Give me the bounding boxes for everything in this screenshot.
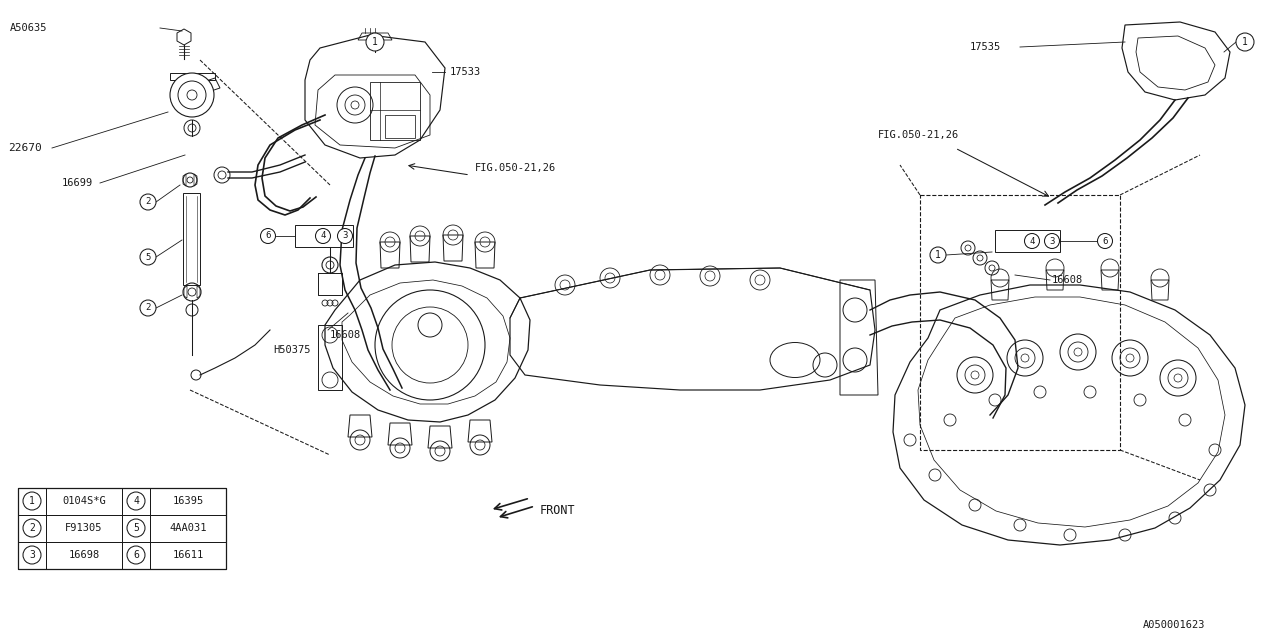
Bar — [46, 515, 122, 542]
Circle shape — [140, 194, 156, 210]
Text: 3: 3 — [29, 550, 35, 560]
Text: 2: 2 — [29, 523, 35, 533]
Text: 16698: 16698 — [68, 550, 100, 560]
Circle shape — [127, 546, 145, 564]
Bar — [995, 230, 1060, 252]
Bar — [122, 515, 150, 542]
Text: 2: 2 — [146, 303, 151, 312]
Circle shape — [140, 300, 156, 316]
Circle shape — [140, 249, 156, 265]
Text: 16608: 16608 — [1052, 275, 1083, 285]
Circle shape — [23, 519, 41, 537]
Text: F91305: F91305 — [65, 523, 102, 533]
Bar — [18, 542, 46, 569]
Circle shape — [178, 81, 206, 109]
Bar — [46, 542, 122, 569]
Text: 0104S*G: 0104S*G — [63, 496, 106, 506]
Text: 2: 2 — [146, 198, 151, 207]
Text: 1: 1 — [372, 37, 378, 47]
Bar — [122, 542, 150, 569]
Text: A050001623: A050001623 — [1143, 620, 1206, 630]
Text: 16699: 16699 — [61, 178, 93, 188]
Circle shape — [931, 247, 946, 263]
Bar — [122, 488, 150, 515]
Text: 1: 1 — [1242, 37, 1248, 47]
Bar — [150, 488, 227, 515]
Text: 4: 4 — [1029, 237, 1034, 246]
Circle shape — [1024, 234, 1039, 248]
Text: 17533: 17533 — [451, 67, 481, 77]
Text: 6: 6 — [133, 550, 140, 560]
Circle shape — [187, 90, 197, 100]
Circle shape — [1097, 234, 1112, 248]
Circle shape — [1044, 234, 1060, 248]
Circle shape — [23, 492, 41, 510]
Text: 16611: 16611 — [173, 550, 204, 560]
Text: 17535: 17535 — [970, 42, 1001, 52]
Circle shape — [1236, 33, 1254, 51]
Bar — [150, 515, 227, 542]
Bar — [150, 542, 227, 569]
Bar — [18, 488, 227, 569]
Circle shape — [23, 546, 41, 564]
Text: 22670: 22670 — [8, 143, 42, 153]
Text: FRONT: FRONT — [540, 504, 576, 516]
Text: H50375: H50375 — [273, 345, 311, 355]
Ellipse shape — [771, 342, 820, 378]
Text: 6: 6 — [265, 232, 270, 241]
Text: 4AA031: 4AA031 — [169, 523, 207, 533]
Circle shape — [261, 228, 275, 243]
Text: 1: 1 — [936, 250, 941, 260]
Text: 16395: 16395 — [173, 496, 204, 506]
Circle shape — [127, 492, 145, 510]
Text: 5: 5 — [133, 523, 140, 533]
Text: 6: 6 — [1102, 237, 1107, 246]
Circle shape — [170, 73, 214, 117]
Text: 4: 4 — [320, 232, 325, 241]
Text: 5: 5 — [146, 253, 151, 262]
Circle shape — [315, 228, 330, 243]
Circle shape — [127, 519, 145, 537]
Circle shape — [366, 33, 384, 51]
Text: FIG.050-21,26: FIG.050-21,26 — [878, 130, 959, 140]
Text: 1: 1 — [29, 496, 35, 506]
Bar — [46, 488, 122, 515]
Text: FIG.050-21,26: FIG.050-21,26 — [475, 163, 557, 173]
Text: 3: 3 — [1050, 237, 1055, 246]
Text: 3: 3 — [342, 232, 348, 241]
Circle shape — [338, 228, 352, 243]
Text: A50635: A50635 — [10, 23, 47, 33]
Bar — [294, 225, 353, 247]
Text: 4: 4 — [133, 496, 140, 506]
Text: 16608: 16608 — [330, 330, 361, 340]
Bar — [18, 488, 46, 515]
Bar — [18, 515, 46, 542]
